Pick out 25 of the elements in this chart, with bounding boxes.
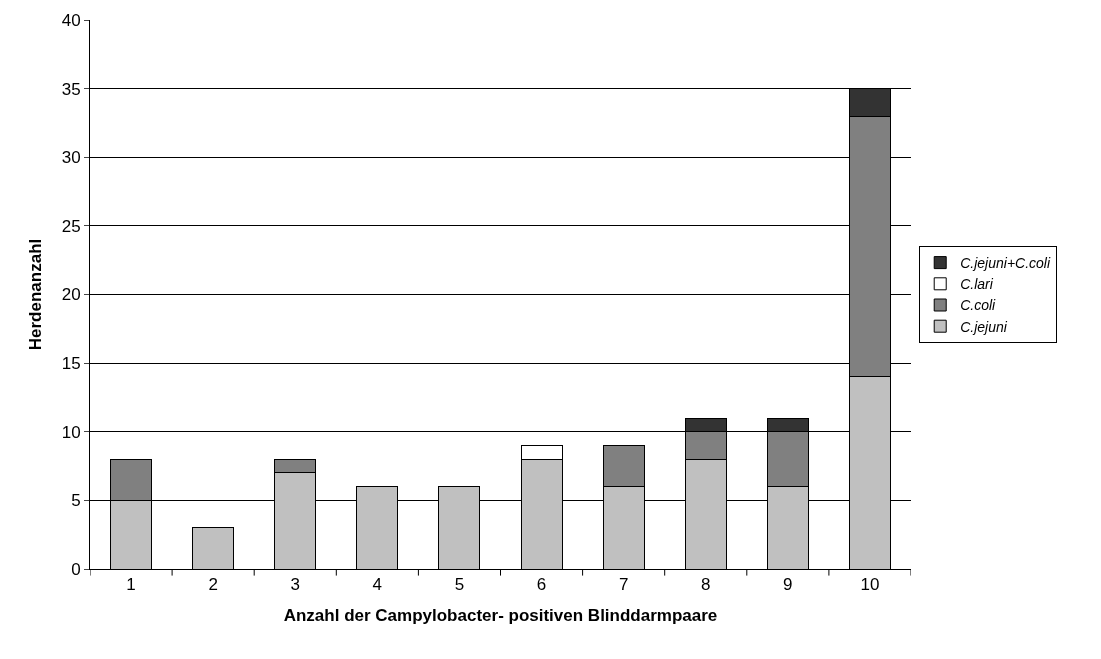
x-tick-label: 7: [618, 575, 629, 595]
legend-label: C.jejuni: [960, 318, 1008, 335]
x-tick-label: 9: [783, 575, 793, 595]
y-tick-label: 10: [61, 422, 81, 442]
y-tick-label: 20: [61, 285, 81, 305]
y-tick-label: 15: [61, 354, 81, 374]
y-tick-label: 25: [61, 216, 81, 236]
x-tick-label: 3: [290, 575, 300, 595]
legend-label: C.coli: [960, 297, 997, 314]
x-tick-label: 10: [860, 575, 880, 595]
x-tick-label: 2: [208, 575, 218, 595]
y-tick-label: 30: [61, 148, 81, 168]
y-axis-title: Herdenanzahl: [26, 238, 46, 351]
y-tick-label: 5: [71, 491, 81, 511]
x-tick-label: 4: [372, 575, 383, 595]
x-tick-label: 6: [536, 575, 547, 595]
legend-label: C.jejuni+C.coli: [960, 255, 1051, 272]
x-tick-label: 1: [126, 575, 136, 595]
legend-label: C.lari: [960, 276, 994, 293]
y-tick-label: 0: [71, 559, 81, 579]
y-tick-label: 35: [61, 79, 81, 99]
y-tick-label: 40: [61, 10, 81, 30]
x-tick-label: 8: [701, 575, 711, 595]
x-tick-label: 5: [454, 575, 465, 595]
x-axis-title: Anzahl der Campylobacter- positiven Blinddarmpaare: [283, 605, 718, 625]
